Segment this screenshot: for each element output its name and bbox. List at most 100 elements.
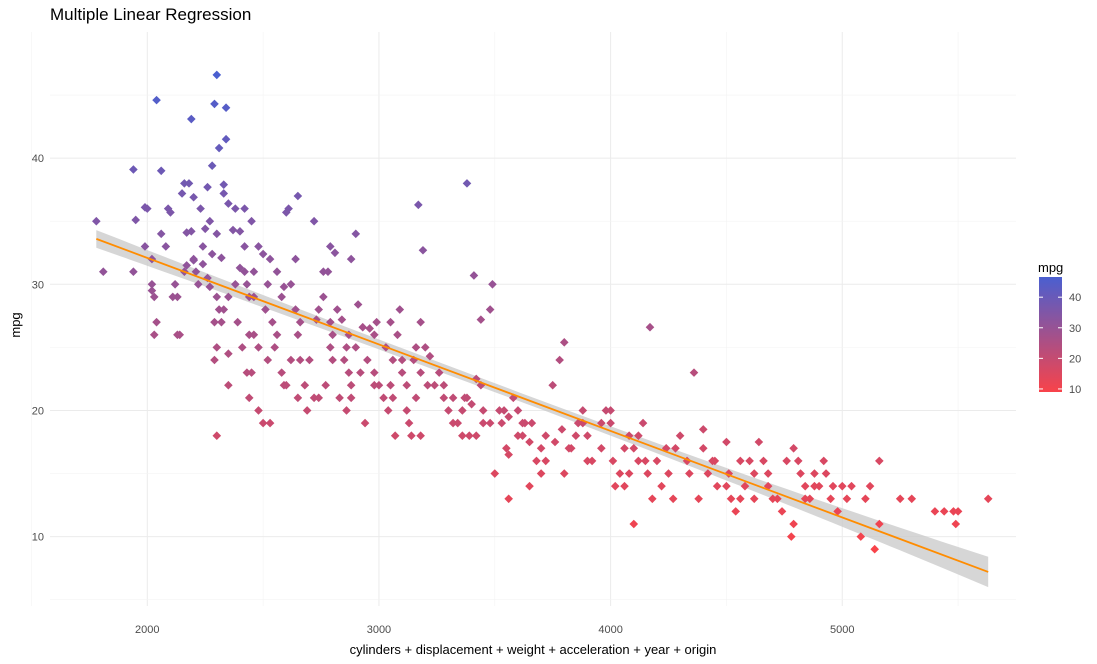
- data-point: [240, 204, 249, 213]
- data-point: [270, 343, 280, 352]
- data-point: [189, 192, 198, 202]
- data-point: [583, 456, 592, 466]
- data-point: [828, 481, 838, 491]
- data-point: [198, 259, 208, 269]
- data-point: [559, 338, 569, 347]
- data-point: [182, 261, 191, 270]
- data-point: [404, 418, 414, 428]
- data-point: [471, 374, 481, 384]
- fit-line: [96, 238, 989, 573]
- data-point: [332, 305, 342, 314]
- data-point: [300, 380, 310, 390]
- data-point: [460, 393, 469, 403]
- data-point: [629, 444, 639, 453]
- data-point: [652, 456, 662, 466]
- data-point: [326, 242, 335, 251]
- y-axis-title: mpg: [8, 312, 23, 337]
- data-point: [754, 437, 764, 447]
- data-point: [207, 249, 217, 259]
- data-point: [458, 431, 467, 440]
- data-point: [217, 317, 226, 327]
- data-point: [129, 267, 138, 276]
- data-point: [221, 134, 231, 144]
- legend-tick-label: 30: [1069, 323, 1081, 335]
- data-point: [302, 406, 312, 415]
- data-point: [865, 481, 875, 491]
- data-point: [383, 406, 393, 415]
- data-point: [279, 282, 289, 292]
- data-point: [242, 280, 252, 289]
- data-point: [402, 406, 412, 415]
- data-point: [351, 343, 361, 352]
- data-point: [353, 300, 363, 309]
- data-point: [374, 380, 384, 390]
- data-point: [951, 519, 961, 529]
- data-point: [342, 406, 351, 415]
- data-point: [212, 229, 222, 239]
- data-point: [254, 406, 263, 415]
- data-point: [536, 469, 546, 478]
- data-point: [200, 224, 210, 234]
- data-point: [949, 507, 958, 516]
- data-point: [395, 305, 405, 314]
- x-tick-label: 3000: [367, 624, 391, 636]
- data-point: [453, 418, 463, 428]
- data-point: [416, 317, 425, 327]
- data-point: [615, 469, 625, 478]
- data-point: [513, 431, 523, 440]
- chart-title: Multiple Linear Regression: [50, 5, 252, 24]
- data-point: [726, 494, 736, 504]
- data-point: [675, 431, 685, 440]
- data-point: [629, 519, 639, 529]
- data-point: [550, 437, 560, 447]
- data-point: [634, 431, 643, 440]
- data-point: [657, 481, 666, 491]
- data-point: [284, 204, 293, 213]
- data-point: [875, 519, 884, 529]
- data-point: [571, 431, 581, 440]
- data-point: [541, 456, 551, 466]
- data-point: [173, 330, 182, 340]
- data-point: [578, 418, 588, 428]
- data-point: [397, 368, 407, 377]
- data-point: [244, 393, 254, 403]
- data-point: [458, 406, 467, 415]
- data-point: [689, 368, 699, 377]
- data-point: [92, 216, 101, 226]
- data-point: [488, 280, 497, 289]
- data-point: [597, 418, 606, 428]
- data-point: [608, 456, 618, 466]
- data-point: [326, 317, 335, 327]
- data-point: [372, 317, 381, 327]
- data-point: [694, 494, 703, 504]
- data-point: [386, 380, 395, 390]
- data-point: [231, 204, 240, 213]
- data-point: [233, 317, 242, 327]
- data-point: [434, 368, 444, 377]
- data-point: [536, 444, 546, 453]
- data-point: [476, 315, 486, 324]
- data-point: [142, 204, 152, 213]
- data-point: [875, 456, 884, 466]
- data-point: [397, 355, 407, 365]
- data-point: [464, 431, 474, 440]
- data-point: [826, 494, 835, 504]
- data-point: [312, 315, 321, 324]
- data-point: [319, 267, 328, 276]
- data-point: [402, 380, 412, 390]
- data-point: [930, 507, 940, 516]
- data-point: [664, 469, 673, 478]
- data-point: [485, 418, 495, 428]
- data-point: [293, 330, 303, 340]
- data-point: [168, 292, 178, 302]
- legend-tick-label: 40: [1069, 292, 1081, 304]
- data-point: [235, 227, 245, 236]
- data-point: [504, 412, 513, 422]
- data-point: [346, 393, 356, 403]
- data-point: [620, 444, 629, 453]
- data-point: [224, 380, 233, 390]
- data-point: [856, 532, 866, 541]
- data-point: [685, 469, 694, 478]
- data-point: [98, 267, 108, 276]
